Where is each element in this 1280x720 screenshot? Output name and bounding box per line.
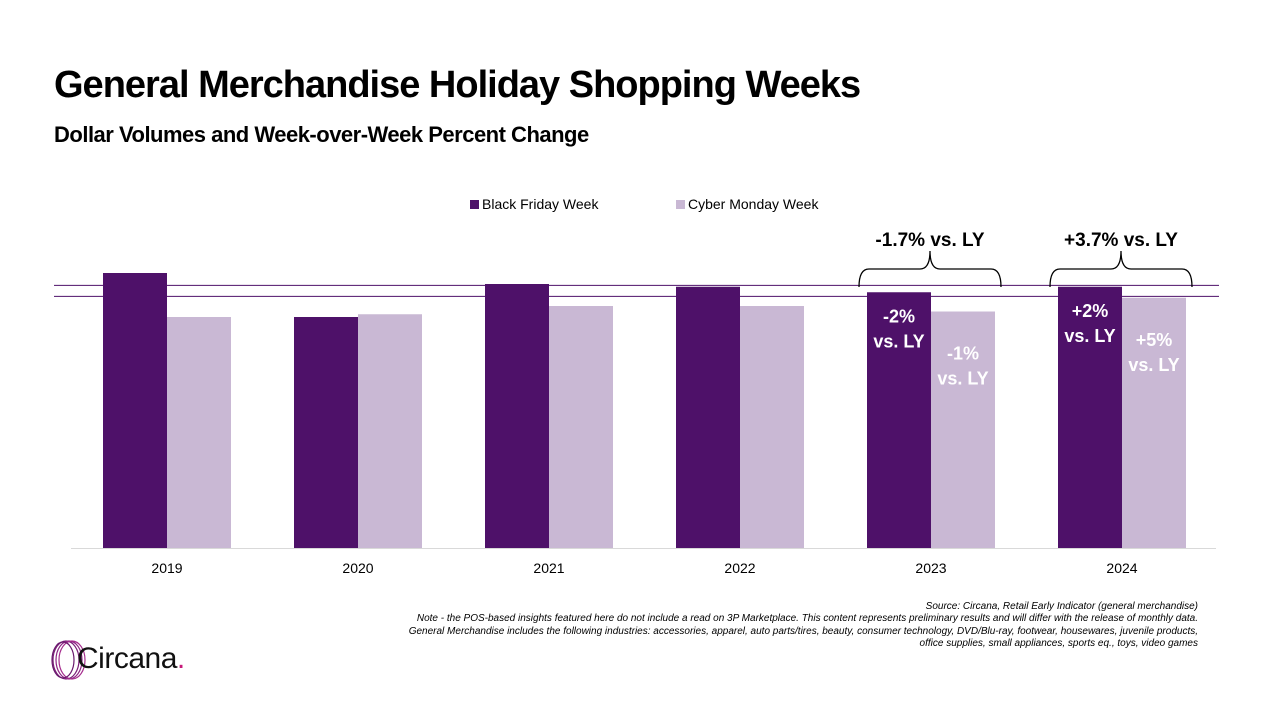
bracket-2023 bbox=[858, 250, 1002, 288]
bar-label-2023-1-1: vs. LY bbox=[937, 369, 988, 389]
legend-swatch-1 bbox=[676, 200, 685, 209]
x-tick-label-2020: 2020 bbox=[342, 560, 373, 576]
bar-2022-0 bbox=[676, 286, 740, 548]
bar-2023-0 bbox=[867, 292, 931, 548]
bar-chart: Black Friday Week Cyber Monday Week 2019 2… bbox=[54, 196, 1219, 576]
circana-rings-logo-icon bbox=[51, 640, 86, 680]
chart-title: General Merchandise Holiday Shopping Wee… bbox=[54, 64, 861, 106]
bar-2020-1 bbox=[358, 314, 422, 548]
source-note: Source: Circana, Retail Early Indicator … bbox=[925, 601, 1198, 612]
bar-label-2024-0-0: +2% bbox=[1072, 301, 1109, 321]
x-tick-label-2021: 2021 bbox=[533, 560, 564, 576]
pos-note: Note - the POS-based insights featured h… bbox=[416, 613, 1198, 625]
bar-label-2023-0-1: vs. LY bbox=[873, 331, 924, 351]
bar-label-2024-1-1: vs. LY bbox=[1128, 355, 1179, 375]
bar-label-2024-1-0: +5% bbox=[1136, 330, 1173, 350]
x-tick-label-2023: 2023 bbox=[915, 560, 946, 576]
logo-wordmark: Circana. bbox=[77, 642, 185, 676]
bar-2021-1 bbox=[549, 306, 613, 548]
bar-2019-0 bbox=[103, 273, 167, 548]
bar-2022-1 bbox=[740, 306, 804, 548]
bar-2020-0 bbox=[294, 317, 358, 548]
legend-swatch-0 bbox=[470, 200, 479, 209]
brackets: -1.7% vs. LY +3.7% vs. LY bbox=[858, 230, 1193, 288]
logo-dot: . bbox=[176, 642, 185, 675]
bar-2024-0 bbox=[1058, 286, 1122, 548]
industries-note: General Merchandise includes the followi… bbox=[408, 625, 1198, 637]
bar-label-2023-0-0: -2% bbox=[883, 306, 915, 326]
chart-subtitle: Dollar Volumes and Week-over-Week Percen… bbox=[54, 122, 589, 147]
legend-label-0: Black Friday Week bbox=[482, 196, 599, 212]
bar-label-2023-1-0: -1% bbox=[947, 344, 979, 364]
x-tick-label-2019: 2019 bbox=[151, 560, 182, 576]
bracket-2024 bbox=[1049, 250, 1193, 288]
industries-note-continued: office supplies, small appliances, sport… bbox=[919, 637, 1198, 649]
x-tick-labels: 2019 2020 2021 2022 2023 2024 bbox=[151, 560, 1137, 576]
legend: Black Friday Week Cyber Monday Week bbox=[470, 196, 819, 212]
bar-2021-0 bbox=[485, 284, 549, 548]
bar-label-2024-0-1: vs. LY bbox=[1064, 326, 1115, 346]
bracket-label-2023: -1.7% vs. LY bbox=[875, 230, 984, 251]
bar-2023-1 bbox=[931, 311, 995, 548]
bracket-label-2024: +3.7% vs. LY bbox=[1064, 230, 1178, 251]
x-tick-label-2024: 2024 bbox=[1106, 560, 1137, 576]
legend-label-1: Cyber Monday Week bbox=[688, 196, 819, 212]
footnote: Source: Circana, Retail Early Indicator … bbox=[298, 601, 1198, 650]
bar-2024-1 bbox=[1122, 297, 1186, 548]
reference-lines bbox=[54, 284, 1219, 297]
bar-labels: -2% vs. LY -1% vs. LY +2% vs. LY +5% vs. LY bbox=[873, 301, 1179, 389]
bars bbox=[103, 273, 1186, 548]
bar-2019-1 bbox=[167, 317, 231, 548]
x-tick-label-2022: 2022 bbox=[724, 560, 755, 576]
logo-name: Circana bbox=[77, 642, 177, 675]
